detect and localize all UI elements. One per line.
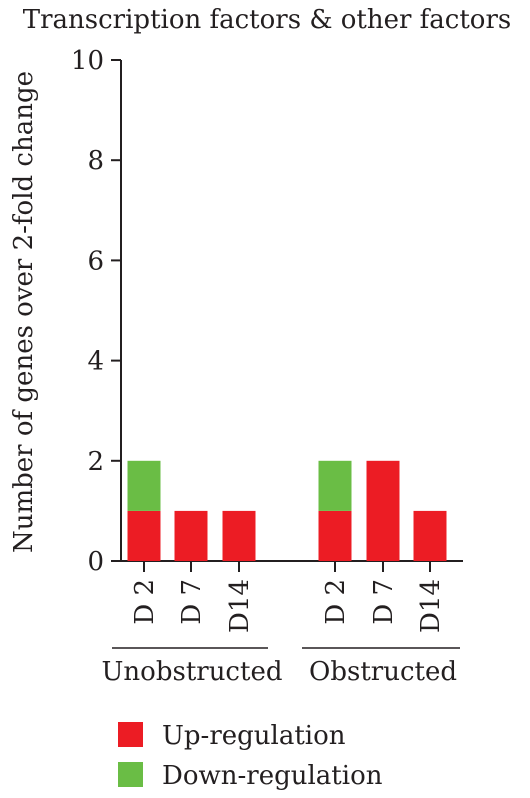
bar-down-1 <box>127 460 161 511</box>
x-tick-label: D 7 <box>369 579 399 625</box>
y-tick-label: 2 <box>87 447 104 477</box>
y-axis-label: Number of genes over 2-fold change <box>9 71 39 553</box>
chart-title: Transcription factors & other factors <box>23 5 511 35</box>
x-tick-label: D 2 <box>321 579 351 625</box>
bar-up-6 <box>413 510 447 561</box>
x-tick-label: D 7 <box>177 579 207 625</box>
legend-swatch <box>118 722 143 747</box>
bar-up-2 <box>174 510 208 561</box>
bar-up-4 <box>318 510 352 561</box>
bar-up-3 <box>222 510 256 561</box>
group-label: Obstructed <box>309 657 457 687</box>
y-tick-label: 6 <box>87 246 104 276</box>
legend-swatch <box>118 762 143 787</box>
group-label: Unobstructed <box>102 657 283 687</box>
x-tick-label: D 2 <box>130 579 160 625</box>
legend-label: Down-regulation <box>162 761 383 791</box>
y-tick-label: 8 <box>87 146 104 176</box>
legend-label: Up-regulation <box>162 721 346 751</box>
bar-down-4 <box>318 460 352 511</box>
y-tick-label: 0 <box>87 547 104 577</box>
x-tick-label: D14 <box>416 579 446 633</box>
bar-up-5 <box>366 460 400 561</box>
x-tick-label: D14 <box>225 579 255 633</box>
bar-up-1 <box>127 510 161 561</box>
y-tick-label: 10 <box>71 46 104 76</box>
y-tick-label: 4 <box>87 347 104 377</box>
